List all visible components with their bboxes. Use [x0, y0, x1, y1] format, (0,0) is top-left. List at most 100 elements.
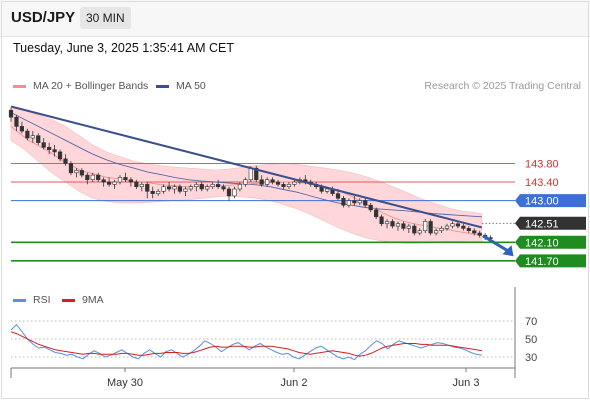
level-label-142.10: 142.10	[525, 237, 559, 249]
candle-body	[439, 228, 444, 232]
legend-label-ma20-bb: MA 20 + Bollinger Bands	[33, 80, 149, 92]
candle	[390, 219, 395, 229]
legend-ma20-bb: MA 20 + Bollinger Bands	[13, 80, 148, 92]
legend-swatch-ma50	[156, 84, 169, 88]
candle	[374, 207, 379, 220]
candle-body	[90, 174, 95, 181]
candle-body	[417, 230, 422, 234]
candle	[243, 177, 248, 187]
candle	[455, 221, 461, 229]
candle-body	[368, 204, 373, 211]
candle	[30, 131, 35, 143]
candle-body	[145, 184, 150, 192]
candle-body	[188, 186, 193, 190]
candle-body	[406, 225, 411, 229]
candle-body	[47, 146, 52, 150]
candle-body	[41, 142, 46, 148]
candle-body	[112, 181, 117, 185]
candle-body	[216, 184, 221, 187]
candle	[259, 175, 264, 187]
candle	[357, 198, 362, 206]
research-credit: Research © 2025 Trading Central	[424, 80, 581, 92]
candle-body	[128, 179, 134, 183]
rsi-tick-label: 30	[525, 352, 537, 364]
candle-body	[286, 184, 292, 187]
candle	[172, 184, 177, 194]
candle-body	[8, 109, 14, 118]
candle-body	[455, 223, 461, 227]
candle-body	[450, 223, 455, 227]
candle-body	[477, 232, 482, 236]
candle	[25, 128, 30, 141]
candle-body	[363, 200, 368, 206]
candle-body	[265, 179, 270, 185]
candle	[52, 144, 57, 157]
candle	[210, 182, 215, 189]
candle-body	[85, 174, 90, 181]
candle	[63, 154, 68, 166]
candle-body	[379, 216, 384, 225]
candle-body	[259, 179, 264, 185]
legend-rsi: RSI	[13, 294, 51, 306]
candle	[363, 198, 368, 208]
candle	[281, 182, 286, 189]
candle	[150, 186, 155, 199]
candle	[177, 184, 183, 194]
candle	[90, 172, 95, 183]
candle-body	[139, 184, 144, 187]
candle	[107, 177, 112, 187]
candle-body	[183, 188, 188, 192]
candle	[79, 168, 84, 178]
candle	[368, 202, 373, 213]
candle-body	[281, 184, 286, 187]
candle-body	[412, 225, 417, 234]
candle-body	[74, 170, 79, 174]
candle-body	[248, 167, 253, 181]
candle-body	[226, 188, 232, 197]
candle-body	[466, 228, 471, 232]
candle	[265, 177, 270, 187]
candle	[166, 182, 172, 192]
legend-label-rsi: RSI	[33, 294, 51, 306]
header-bar: USD/JPY 30 MIN	[0, 0, 590, 37]
candle	[57, 149, 63, 162]
candle-body	[341, 197, 346, 206]
last-price-tag	[515, 216, 586, 230]
candle-body	[101, 179, 106, 183]
candle	[74, 168, 79, 178]
rsi-9ma-line	[10, 331, 482, 357]
x-tick-label: Jun 2	[281, 377, 308, 389]
candle-body	[166, 186, 172, 190]
candle-body	[172, 186, 177, 190]
candle	[379, 214, 384, 227]
candle-body	[232, 188, 237, 197]
rsi-tick-label: 50	[525, 334, 537, 346]
candle-body	[30, 135, 35, 139]
candle	[199, 182, 204, 192]
candle-body	[433, 230, 439, 234]
candle	[8, 107, 14, 122]
candle-body	[428, 221, 433, 234]
candle-body	[156, 191, 161, 194]
candle	[47, 142, 52, 155]
candle	[406, 223, 411, 234]
downtrend-line	[10, 105, 483, 229]
candle	[14, 114, 19, 132]
level-tag-143.00	[515, 194, 586, 208]
candle-body	[25, 130, 30, 139]
timeframe-badge[interactable]: 30 MIN	[80, 7, 131, 29]
candle	[275, 179, 281, 187]
symbol-title: USD/JPY	[11, 9, 76, 26]
candle	[156, 189, 161, 196]
legend-ma50: MA 50	[156, 80, 206, 92]
candle-body	[52, 149, 57, 153]
candle	[237, 182, 243, 192]
x-tick-label: Jun 3	[453, 377, 480, 389]
candle-body	[205, 186, 210, 190]
rsi-tick-label: 70	[525, 316, 537, 328]
candle	[96, 172, 101, 183]
candle-body	[461, 225, 466, 229]
candle	[286, 182, 292, 189]
candle-body	[237, 184, 243, 190]
